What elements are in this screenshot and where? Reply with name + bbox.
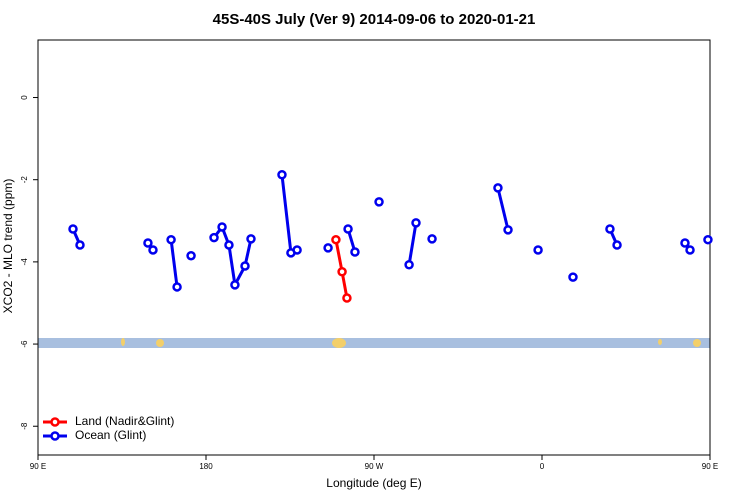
map-strip: [38, 338, 710, 348]
data-point: [685, 245, 695, 255]
data-point: [703, 234, 713, 245]
y-axis-label: XCO2 - MLO trend (ppm): [1, 179, 15, 314]
x-tick-label: 90 W: [365, 462, 384, 471]
y-tick-label: -2: [20, 176, 29, 184]
data-point: [224, 240, 234, 250]
data-point: [68, 224, 78, 234]
y-tick-label: -8: [20, 422, 29, 430]
series-line: [496, 187, 510, 231]
data-point: [148, 245, 158, 255]
x-axis-label: Longitude (deg E): [326, 476, 421, 490]
data-point: [503, 225, 513, 235]
series-line: [280, 174, 298, 256]
series-line: [212, 223, 253, 290]
data-point: [166, 234, 176, 245]
data-point: [143, 238, 153, 248]
data-point: [331, 234, 341, 245]
y-tick-label: -4: [20, 258, 29, 266]
y-tick-label: 0: [20, 95, 29, 100]
data-point: [292, 245, 302, 255]
data-point: [186, 250, 196, 261]
data-point: [427, 234, 437, 244]
plot-frame: [37, 39, 711, 456]
data-point: [493, 183, 503, 193]
x-tick-label: 90 E: [30, 462, 46, 471]
series-line: [169, 239, 179, 288]
data-point: [411, 218, 421, 228]
data-point: [605, 224, 615, 234]
data-point: [404, 260, 414, 270]
data-point: [350, 247, 360, 257]
series-line: [407, 222, 418, 266]
data-point: [680, 238, 690, 248]
data-point: [323, 243, 333, 253]
chart-title: 45S-40S July (Ver 9) 2014-09-06 to 2020-…: [213, 11, 536, 28]
legend-marker: [50, 431, 60, 441]
data-point: [568, 272, 578, 282]
x-tick-label: 180: [199, 462, 213, 471]
legend-marker: [50, 417, 60, 427]
x-tick-label: 0: [540, 462, 545, 471]
data-point: [343, 224, 353, 234]
y-tick-label: -6: [20, 340, 29, 348]
data-point: [75, 240, 85, 250]
data-point: [612, 240, 622, 250]
legend-label: Land (Nadir&Glint): [75, 414, 174, 428]
legend-label: Ocean (Glint): [75, 428, 146, 442]
data-point: [342, 293, 352, 303]
data-point: [533, 245, 543, 255]
x-tick-label: 90 E: [702, 462, 718, 471]
data-point: [172, 282, 182, 292]
data-point: [230, 280, 240, 290]
data-point: [209, 232, 219, 243]
data-point: [217, 222, 227, 232]
data-point: [240, 261, 250, 271]
data-point: [337, 266, 347, 277]
data-point: [374, 197, 384, 207]
data-point: [277, 170, 287, 180]
data-point: [246, 234, 256, 244]
